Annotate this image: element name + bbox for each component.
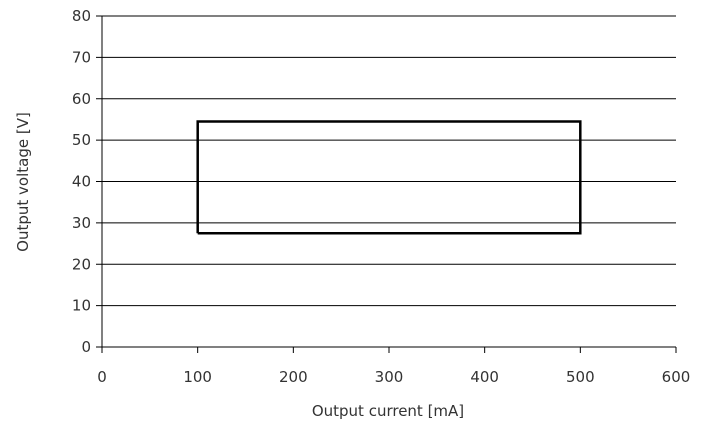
series-line [196,120,582,235]
y-tick-label: 70 [72,48,91,66]
grid-lines [102,15,676,307]
series-layer [196,120,582,235]
tick-labels: 0 10 20 30 40 50 60 70 80 0 100 200 300 400 500 600 [72,7,690,386]
x-tick-label: 0 [97,368,107,386]
y-tick-label: 0 [81,338,91,356]
x-axis-title: Output current [mA] [312,402,464,420]
x-tick-label: 400 [470,368,499,386]
axes [96,15,677,353]
y-tick-label: 50 [72,131,91,149]
y-tick-label: 60 [72,90,91,108]
x-tick-label: 200 [279,368,308,386]
x-tick-label: 300 [375,368,404,386]
x-tick-label: 600 [662,368,691,386]
y-tick-label: 20 [72,255,91,273]
y-axis-title: Output voltage [V] [14,112,32,252]
x-tick-label: 100 [183,368,212,386]
y-tick-label: 40 [72,173,91,191]
y-tick-label: 80 [72,7,91,25]
y-tick-label: 10 [72,297,91,315]
x-tick-label: 500 [566,368,595,386]
y-tick-label: 30 [72,214,91,232]
